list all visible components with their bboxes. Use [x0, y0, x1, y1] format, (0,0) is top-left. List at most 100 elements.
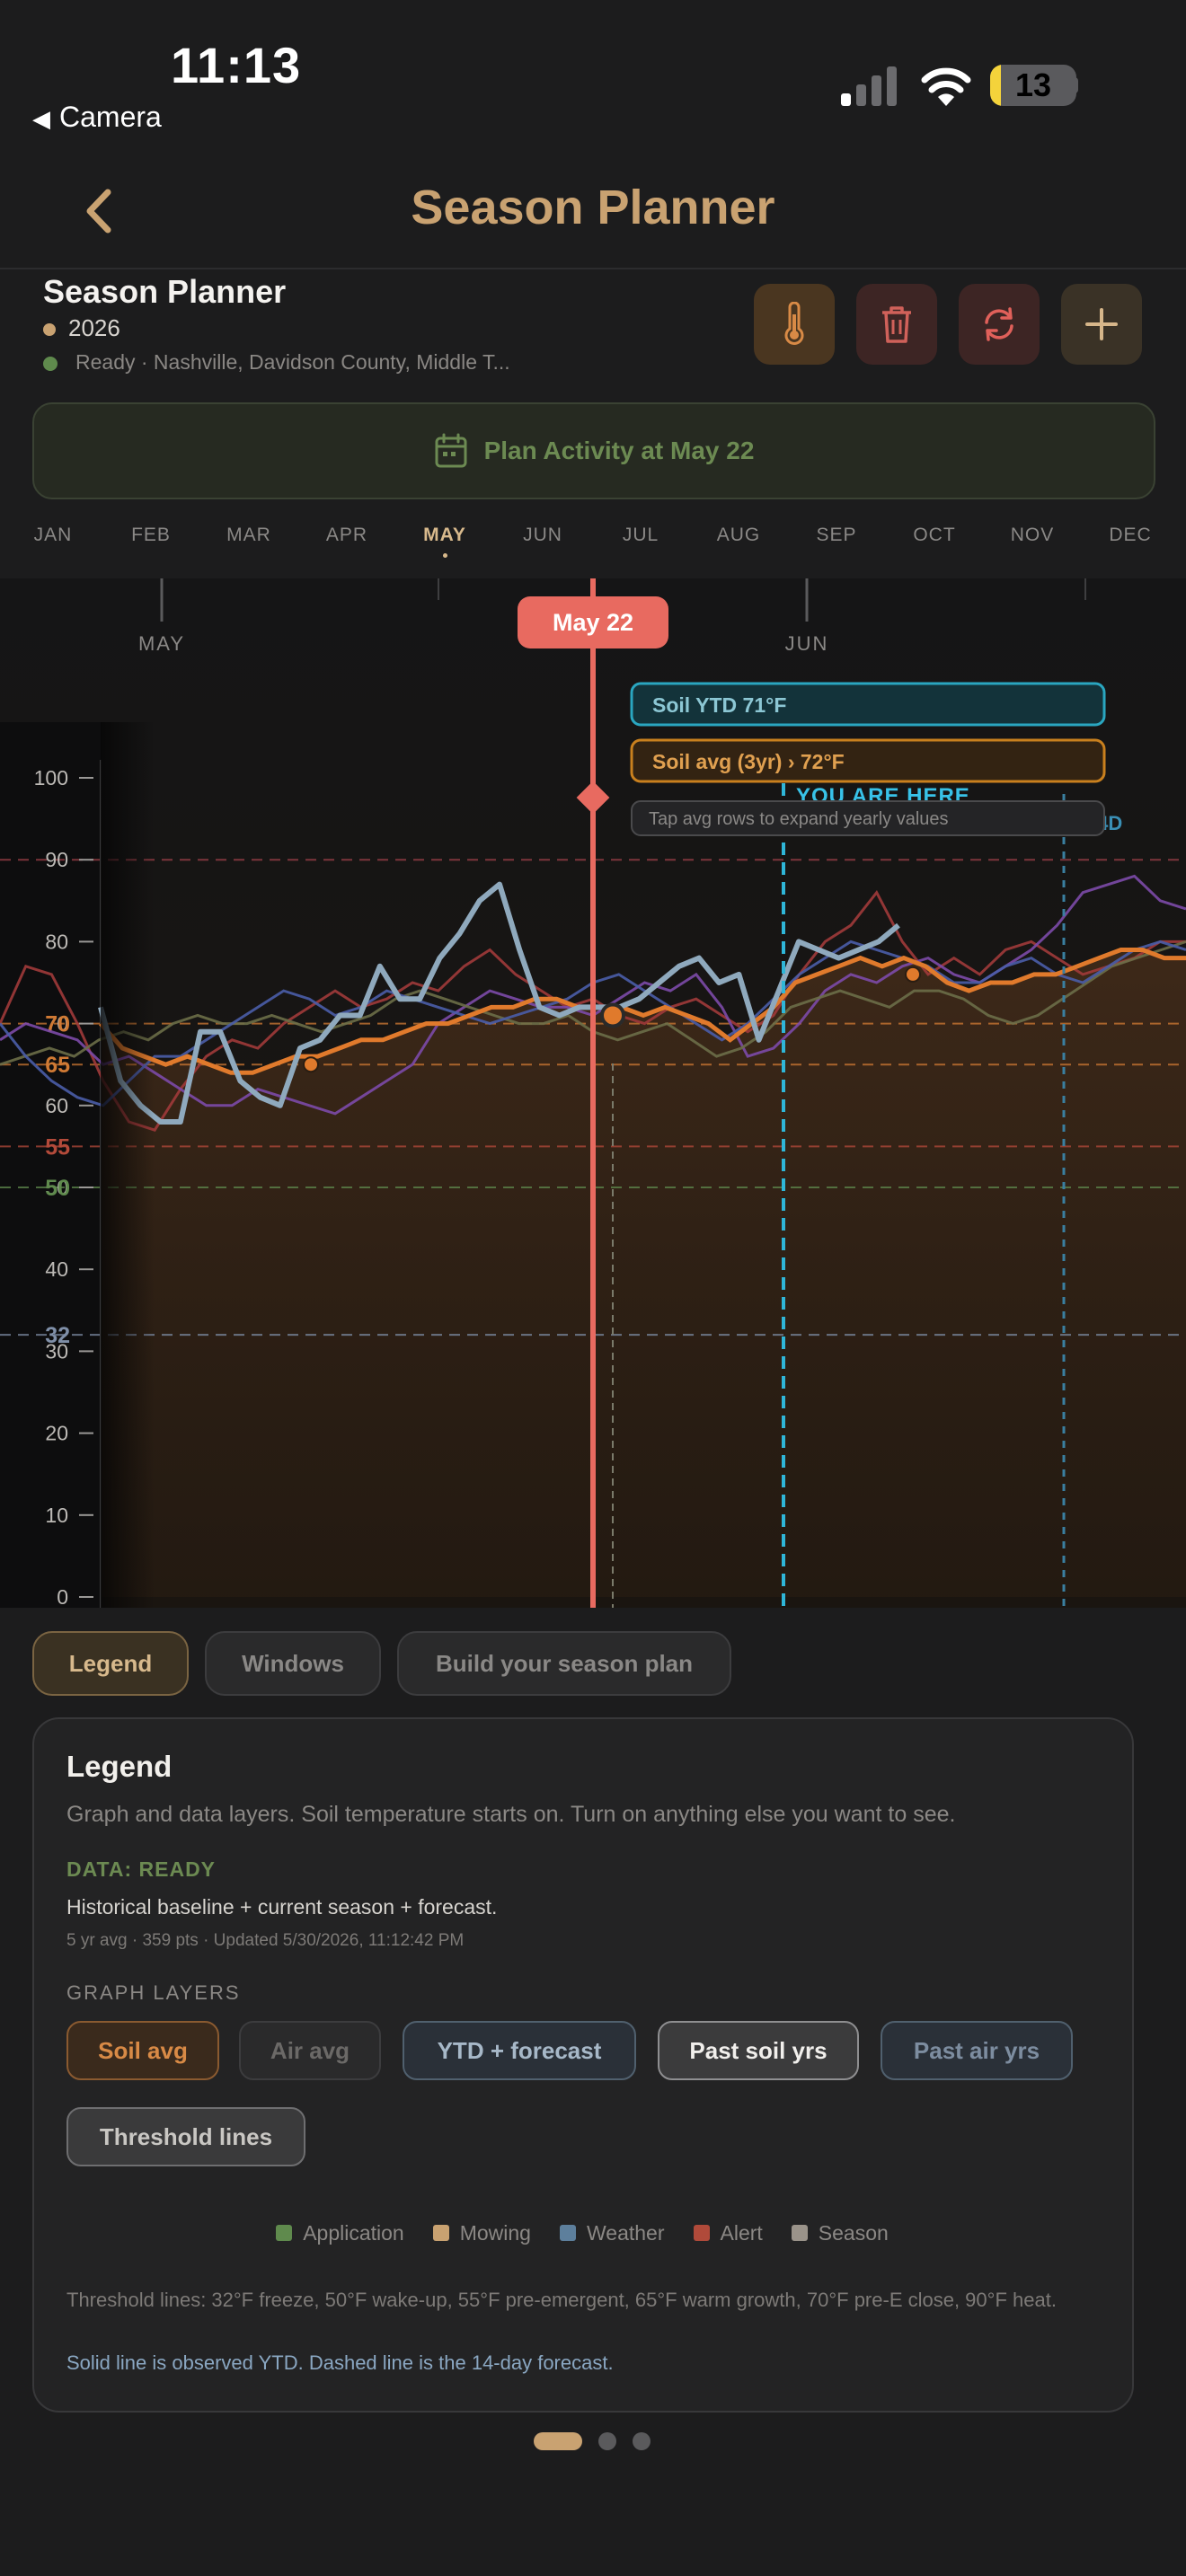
month-feb[interactable]: FEB [131, 525, 171, 545]
legend-key-label: Season [818, 2220, 889, 2245]
y-tick-label: 20 [45, 1422, 68, 1445]
y-tick-label: 90 [45, 848, 68, 871]
threshold-note: Threshold lines: 32°F freeze, 50°F wake-… [66, 2289, 1057, 2311]
threshold-label: 65 [45, 1053, 70, 1078]
y-tick-label: 80 [45, 930, 68, 953]
soil-avg-marker[interactable] [905, 966, 921, 983]
line-style-note: Solid line is observed YTD. Dashed line … [66, 2351, 614, 2374]
y-tick-label: 0 [57, 1585, 68, 1608]
month-mar[interactable]: MAR [226, 525, 271, 545]
status-bar [0, 0, 1186, 162]
tooltip-avg-row[interactable] [630, 738, 1106, 783]
tooltip-avg-text: Soil avg (3yr) › 72°F [652, 750, 845, 773]
legend-key-label: Weather [586, 2220, 665, 2245]
month-jan[interactable]: JAN [33, 525, 73, 545]
data-status: DATA: READY [66, 1857, 217, 1881]
back-to-app-link[interactable]: ◀ Camera [32, 101, 162, 134]
y-tick-label: 10 [45, 1504, 68, 1527]
page-dot-active[interactable] [534, 2432, 582, 2450]
layer-ytd-forecast-toggle[interactable]: YTD + forecast [403, 2021, 636, 2080]
layer-past-soil-years-toggle[interactable]: Past soil yrs [658, 2021, 859, 2080]
page-title: Season Planner [411, 181, 775, 234]
tab-windows[interactable]: Windows [205, 1631, 381, 1696]
cellular-signal-icon [841, 66, 897, 106]
weather-swatch [559, 2225, 576, 2241]
graph-layers-header: GRAPH LAYERS [66, 1981, 241, 2004]
month-jul[interactable]: JUL [622, 525, 659, 545]
month-apr[interactable]: APR [325, 525, 368, 545]
tooltip-ytd-text: Soil YTD 71°F [652, 693, 786, 717]
tooltip-hint-row [631, 800, 1105, 836]
y-tick-label: 30 [45, 1339, 68, 1363]
selected-date-pill[interactable] [518, 596, 668, 648]
layer-threshold-lines-toggle[interactable]: Threshold lines [66, 2107, 305, 2166]
tab-build-season-plan[interactable]: Build your season plan [397, 1631, 731, 1696]
legend-key-label: Mowing [459, 2220, 531, 2245]
legend-key-row: Application Mowing Weather Alert Season [66, 2219, 1098, 2247]
plan-activity-button[interactable]: Plan Activity at May 22 [32, 402, 1155, 499]
year-dot [43, 323, 56, 337]
legend-key-label: Alert [720, 2220, 763, 2245]
location-status: Ready · Nashville, Davidson County, Midd… [43, 350, 510, 375]
chart-left-fade [101, 722, 155, 1608]
y-tick-label: 40 [45, 1257, 68, 1281]
battery-fill [990, 65, 1002, 106]
chevron-left-icon[interactable] [75, 180, 122, 243]
month-dec[interactable]: DEC [1109, 525, 1152, 545]
soil-ytd-line [98, 881, 900, 1125]
battery-percent: 13 [1014, 66, 1052, 103]
page-dot[interactable] [633, 2432, 651, 2450]
plus-icon [1085, 308, 1118, 340]
page-dot[interactable] [598, 2432, 616, 2450]
y-tick-label: 50 [45, 1176, 68, 1199]
season-swatch [791, 2225, 808, 2241]
selected-date-diamond[interactable] [576, 781, 610, 815]
data-description: Historical baseline + current season + f… [66, 1895, 498, 1919]
plan-activity-label: Plan Activity at May 22 [483, 437, 755, 464]
month-nov[interactable]: NOV [1010, 525, 1055, 545]
soil-avg-marker[interactable] [303, 1056, 319, 1073]
plan-title: Season Planner [43, 273, 287, 310]
delete-button[interactable] [856, 284, 937, 365]
soil-avg-area [101, 949, 1186, 1597]
thermometer-icon [784, 302, 804, 345]
tooltip-ytd-row[interactable] [630, 682, 1106, 727]
month-selector: JAN FEB MAR APR MAY JUN JUL AUG SEP OCT NOV DEC [0, 525, 1186, 578]
legend-key-alert: Alert [693, 2219, 763, 2247]
month-jun[interactable]: JUN [523, 525, 562, 545]
legend-key-application: Application [276, 2219, 404, 2247]
tooltip-hint-text: Tap avg rows to expand yearly values [649, 809, 949, 829]
ready-dot [43, 356, 58, 371]
month-oct[interactable]: OCT [913, 525, 956, 545]
back-app-label: Camera [59, 101, 162, 133]
mowing-swatch [432, 2225, 449, 2241]
threshold-label: 55 [45, 1134, 70, 1160]
data-meta: 5 yr avg · 359 pts · Updated 5/30/2026, … [66, 1931, 465, 1950]
month-aug[interactable]: AUG [716, 525, 761, 545]
application-swatch [276, 2225, 293, 2241]
legend-key-label: Application [303, 2220, 404, 2245]
back-triangle-icon: ◀ [32, 105, 50, 132]
add-button[interactable] [1061, 284, 1142, 365]
tab-legend[interactable]: Legend [32, 1631, 189, 1696]
legend-title: Legend [66, 1750, 173, 1783]
layer-air-avg-toggle[interactable]: Air avg [239, 2021, 381, 2080]
y-axis-panel [0, 722, 101, 1608]
selected-value-marker[interactable] [600, 1002, 625, 1028]
legend-key-weather: Weather [559, 2219, 665, 2247]
month-may[interactable]: MAY [409, 525, 481, 558]
sync-button[interactable] [959, 284, 1040, 365]
trash-icon [882, 306, 911, 343]
battery-indicator: 13 [990, 65, 1076, 106]
y-tick-label: 60 [45, 1094, 68, 1117]
layer-past-air-years-toggle[interactable]: Past air yrs [881, 2021, 1073, 2080]
temperature-button[interactable] [754, 284, 835, 365]
legend-key-season: Season [791, 2219, 889, 2247]
soil-avg-line [99, 948, 1186, 1075]
status-time: 11:13 [171, 37, 302, 93]
nav-divider [0, 268, 1186, 269]
month-sep[interactable]: SEP [816, 525, 857, 545]
sync-icon [985, 307, 1013, 341]
layer-soil-avg-toggle[interactable]: Soil avg [66, 2021, 219, 2080]
